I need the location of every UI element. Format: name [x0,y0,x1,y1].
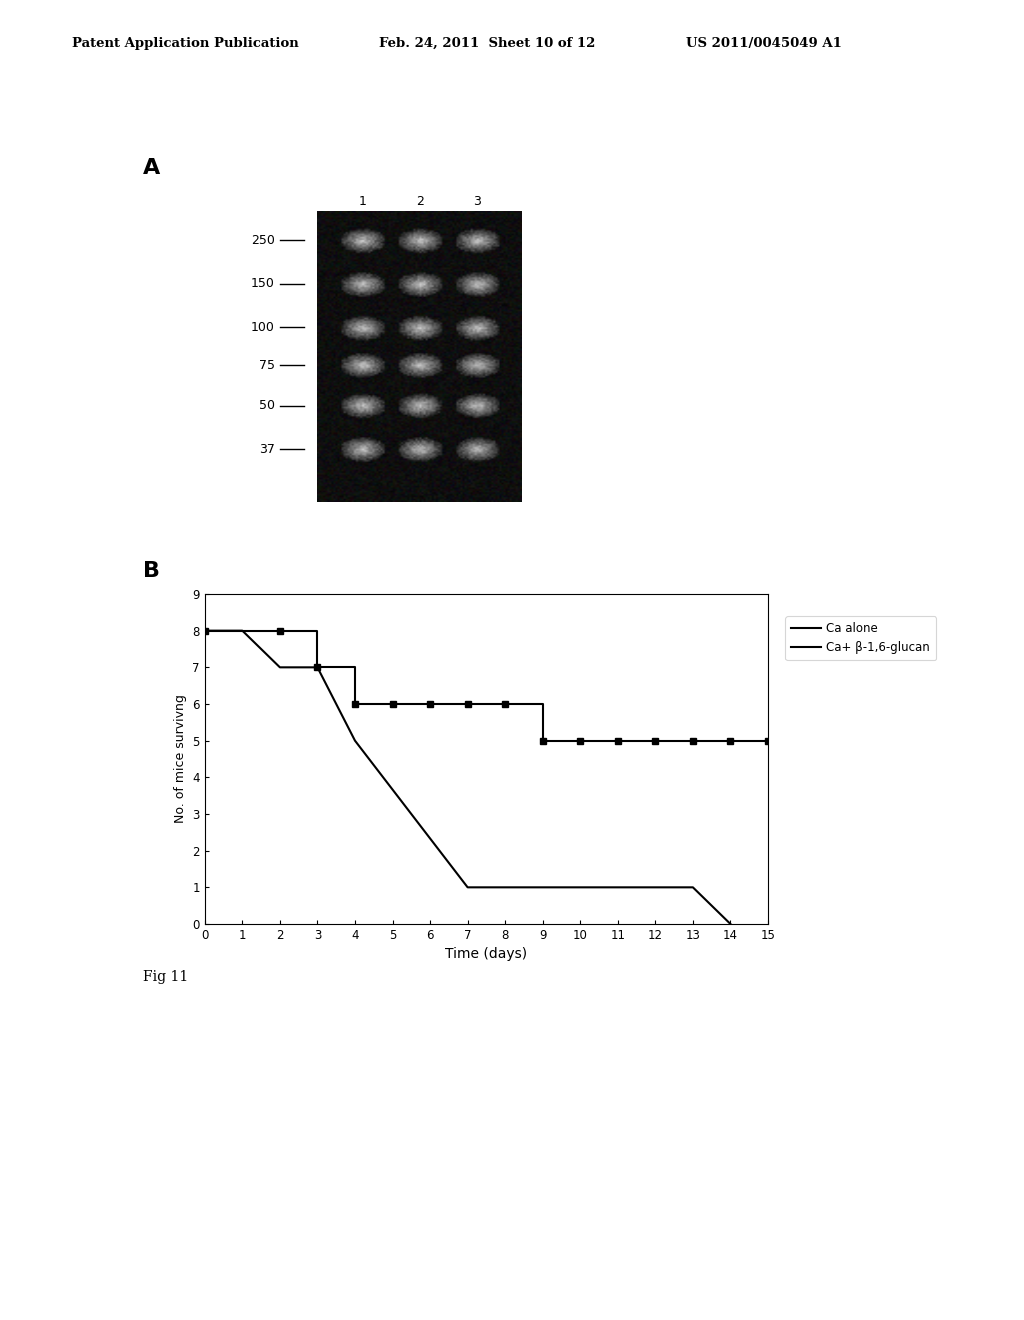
Ca+ β-1,6-glucan [273,623,286,639]
Ca alone [349,733,361,748]
Ca alone [687,879,699,895]
Text: A: A [143,158,161,178]
Text: 1: 1 [358,195,367,209]
X-axis label: Time (days): Time (days) [445,948,527,961]
Ca+ β-1,6-glucan [499,696,511,711]
Ca alone [273,660,286,676]
Text: Fig 11: Fig 11 [143,970,188,985]
Text: US 2011/0045049 A1: US 2011/0045049 A1 [686,37,842,50]
Ca+ β-1,6-glucan [349,696,361,711]
Ca alone [462,879,474,895]
Ca alone [462,879,474,895]
Ca alone [311,660,324,676]
Text: 250: 250 [251,234,274,247]
Y-axis label: No. of mice survivng: No. of mice survivng [174,694,187,824]
Ca alone [237,623,249,639]
Text: Patent Application Publication: Patent Application Publication [72,37,298,50]
Ca alone [349,733,361,748]
Ca+ β-1,6-glucan [762,733,774,748]
Text: 75: 75 [259,359,274,372]
Ca+ β-1,6-glucan [537,733,549,748]
Text: 37: 37 [259,442,274,455]
Legend: Ca alone, Ca+ β-1,6-glucan: Ca alone, Ca+ β-1,6-glucan [785,616,936,660]
Text: B: B [143,561,161,581]
Ca alone [199,623,211,639]
Ca alone [724,916,736,932]
Text: 100: 100 [251,321,274,334]
Text: Feb. 24, 2011  Sheet 10 of 12: Feb. 24, 2011 Sheet 10 of 12 [379,37,595,50]
Text: 2: 2 [416,195,424,209]
Ca alone [237,623,249,639]
Text: 3: 3 [473,195,481,209]
Ca+ β-1,6-glucan [199,623,211,639]
Text: 50: 50 [259,399,274,412]
Line: Ca+ β-1,6-glucan: Ca+ β-1,6-glucan [205,631,768,741]
Ca+ β-1,6-glucan [311,660,324,676]
Text: 150: 150 [251,277,274,290]
Line: Ca alone: Ca alone [205,631,730,924]
